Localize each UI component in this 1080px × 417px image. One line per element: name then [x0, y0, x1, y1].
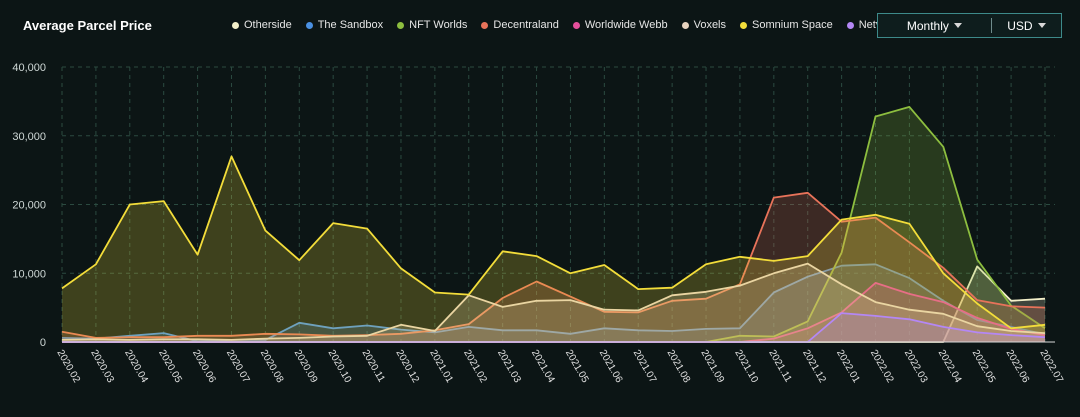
- x-tick-label: 2022.04: [936, 348, 964, 385]
- legend-swatch: [846, 21, 854, 29]
- x-tick-label: 2020.08: [258, 348, 286, 385]
- legend-item[interactable]: Somnium Space: [740, 19, 833, 31]
- legend-label: Otherside: [244, 19, 292, 31]
- x-tick-label: 2020.12: [393, 348, 421, 385]
- legend-item[interactable]: Otherside: [232, 19, 292, 31]
- legend-label: Decentraland: [493, 19, 559, 31]
- period-dropdown-label: Monthly: [906, 18, 949, 33]
- series-line: [61, 262, 1046, 341]
- x-tick-label: 2022.02: [868, 348, 896, 385]
- x-tick-label: 2021.06: [597, 348, 625, 385]
- x-tick-label: 2022.01: [834, 348, 862, 385]
- currency-dropdown[interactable]: USD: [992, 14, 1061, 37]
- x-tick-label: 2020.11: [359, 348, 386, 385]
- chevron-down-icon: [953, 23, 962, 28]
- x-tick-label: 2020.06: [190, 348, 218, 385]
- legend-item[interactable]: NFT Worlds: [397, 19, 467, 31]
- legend-swatch: [740, 21, 748, 29]
- series-line: [61, 191, 1046, 339]
- series-area: [62, 313, 1045, 342]
- x-tick-label: 2021.11: [766, 348, 793, 385]
- legend-swatch: [681, 21, 689, 29]
- y-tick-label: 20,000: [12, 200, 46, 212]
- y-tick-label: 40,000: [12, 62, 46, 74]
- legend-item[interactable]: The Sandbox: [305, 19, 384, 31]
- series-area: [62, 106, 1045, 343]
- legend-swatch: [481, 21, 489, 29]
- x-tick-label: 2020.03: [88, 348, 116, 385]
- legend-label: NFT Worlds: [409, 19, 468, 31]
- series-line: [61, 155, 1046, 330]
- x-tick-label: 2020.05: [156, 348, 184, 385]
- x-tick-label: 2020.09: [292, 348, 320, 385]
- currency-dropdown-label: USD: [1007, 18, 1033, 33]
- chevron-down-icon: [1037, 23, 1046, 28]
- x-tick-label: 2022.03: [902, 348, 930, 385]
- x-tick-label: 2021.09: [698, 348, 726, 385]
- x-tick-label: 2021.04: [529, 348, 557, 385]
- x-tick-label: 2021.05: [563, 348, 591, 385]
- x-tick-label: 2020.10: [326, 348, 354, 385]
- x-tick-label: 2021.03: [495, 348, 523, 385]
- legend-swatch: [572, 21, 580, 29]
- x-tick-label: 2022.06: [1004, 348, 1032, 385]
- series-area: [62, 192, 1045, 342]
- x-tick-label: 2020.07: [224, 348, 252, 385]
- x-tick-label: 2020.04: [122, 348, 150, 385]
- y-tick-label: 10,000: [12, 268, 46, 280]
- x-tick-label: 2021.08: [665, 348, 693, 385]
- legend-label: The Sandbox: [317, 19, 384, 31]
- legend-swatch: [305, 21, 313, 29]
- legend-label: Voxels: [693, 19, 727, 31]
- x-tick-label: 2021.07: [631, 348, 659, 385]
- x-tick-label: 2020.02: [54, 348, 82, 385]
- legend-item[interactable]: Decentraland: [481, 19, 559, 31]
- x-tick-label: 2022.05: [970, 348, 998, 385]
- series-area: [62, 264, 1045, 342]
- x-tick-label: 2021.12: [800, 348, 828, 385]
- legend-label: Somnium Space: [752, 19, 833, 31]
- y-tick-label: 30,000: [12, 131, 46, 143]
- legend-swatch: [232, 21, 239, 29]
- y-tick-label: 0: [40, 337, 46, 349]
- legend-label: Worldwide Webb: [584, 19, 668, 31]
- chart-controls: Monthly USD: [877, 13, 1062, 38]
- x-tick-label: 2021.02: [461, 348, 489, 385]
- legend-item[interactable]: Worldwide Webb: [572, 19, 668, 31]
- controls-divider: [990, 18, 992, 33]
- legend-swatch: [397, 21, 405, 29]
- x-tick-label: 2022.07: [1037, 348, 1065, 385]
- legend-item[interactable]: Voxels: [681, 19, 727, 31]
- series-area: [62, 156, 1045, 342]
- period-dropdown[interactable]: Monthly: [878, 14, 991, 37]
- series-area: [62, 263, 1045, 342]
- series-area: [62, 282, 1045, 342]
- chart-title: Average Parcel Price: [23, 18, 152, 33]
- x-tick-label: 2021.10: [732, 348, 760, 385]
- x-tick-label: 2021.01: [427, 348, 455, 385]
